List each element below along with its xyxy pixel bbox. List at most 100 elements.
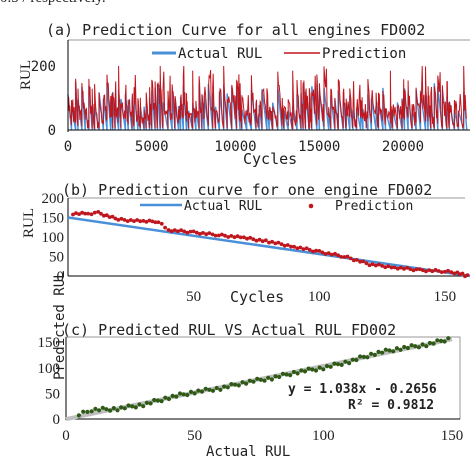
- panel-c-point: [269, 377, 274, 382]
- panel-c-point: [280, 371, 285, 376]
- panel-b-ylabel: RUL: [21, 208, 37, 238]
- panel-b-prediction-point: [204, 232, 209, 237]
- panel-c-point: [111, 406, 116, 411]
- panel-b-ytick-label: 200: [42, 191, 65, 207]
- panel-c-point: [218, 387, 223, 392]
- panel-c-point: [266, 375, 271, 380]
- panel-b-prediction-point: [370, 262, 375, 267]
- panel-b-series-actual-line: [67, 216, 471, 278]
- panel-b-prediction-point: [116, 218, 121, 222]
- panel-b-prediction-point: [414, 267, 419, 272]
- panel-b-prediction-point: [107, 215, 112, 220]
- panel-b-prediction-point: [80, 210, 84, 215]
- panel-b-prediction-point: [128, 218, 133, 222]
- panel-c: (c) Predicted RUL VS Actual RUL FD002 y …: [38, 270, 464, 458]
- panel-b-prediction-point: [395, 266, 400, 271]
- panel-c-ytick-label: 100: [38, 361, 61, 377]
- panel-c-point: [233, 382, 238, 387]
- panel-a-ylabel: RUL: [18, 60, 34, 90]
- panel-a-xtick-label: 5000: [135, 139, 169, 155]
- panel-b-prediction-point: [191, 229, 196, 234]
- panel-c-point: [199, 389, 205, 394]
- panel-c-point: [104, 407, 109, 412]
- panel-c-ytick-label: 150: [38, 335, 61, 351]
- panel-a-legend-box: [150, 42, 405, 64]
- panel-b-ytick-label: 0: [57, 269, 65, 285]
- panel-b-prediction-point: [449, 270, 454, 274]
- panel-c-point: [383, 347, 388, 352]
- panel-b-prediction-point: [176, 229, 180, 234]
- panel-c-point: [424, 344, 429, 349]
- panel-b-prediction-point: [141, 219, 146, 223]
- panel-b-prediction-point: [245, 236, 249, 241]
- panel-c-point: [258, 377, 263, 382]
- panel-b-prediction-point: [317, 249, 322, 253]
- panel-b-prediction-point: [289, 244, 293, 249]
- panel-b-prediction-point: [417, 267, 422, 272]
- panel-b-prediction-point: [89, 212, 94, 217]
- panel-c-point: [332, 361, 337, 366]
- panel-c-point: [100, 405, 105, 410]
- panel-c-point: [284, 372, 289, 377]
- panel-c-point: [405, 345, 410, 351]
- panel-b-prediction-point: [242, 235, 246, 240]
- panel-b-prediction-point: [201, 231, 205, 235]
- panel-b-prediction-point: [307, 248, 312, 252]
- panel-b-prediction-point: [232, 235, 237, 240]
- panel-b-prediction-point: [226, 235, 231, 239]
- panel-c-point: [141, 404, 146, 409]
- panel-c-point: [380, 350, 385, 355]
- panel-a-legend-actual-label: Actual RUL: [178, 46, 262, 62]
- panel-b-prediction-point: [74, 211, 78, 216]
- panel-c-xtick-label: 100: [312, 428, 335, 444]
- panel-c-xtick-label: 50: [187, 428, 202, 444]
- panel-b-prediction-point: [163, 225, 168, 230]
- panel-c-point: [438, 338, 444, 343]
- panel-c-point: [214, 385, 219, 391]
- panel-c-point: [321, 367, 326, 372]
- panel-c-point: [446, 336, 451, 341]
- panel-b-prediction-point: [282, 243, 287, 248]
- panel-a-xtick-label: 15000: [298, 139, 340, 155]
- panel-c-xtick-label: 0: [62, 428, 70, 444]
- panel-b-prediction-point: [99, 211, 103, 216]
- panel-b-legend-prediction-marker: [308, 203, 314, 209]
- panel-c-point: [170, 393, 175, 398]
- panel-c-point: [244, 381, 249, 386]
- panel-a-yticks: 0 200: [31, 59, 56, 139]
- panel-c-point: [155, 398, 160, 403]
- panel-b-legend-actual-label: Actual RUL: [184, 199, 262, 214]
- panel-b-prediction-point: [210, 232, 215, 237]
- panel-c-point: [372, 352, 377, 357]
- panel-c-xticks: 0 50 100 150: [62, 428, 463, 444]
- panel-c-point: [350, 357, 355, 362]
- panel-b-prediction-point: [301, 247, 306, 252]
- panel-b: (b) Prediction curve for one engine FD00…: [21, 181, 471, 306]
- panel-c-point: [144, 400, 149, 405]
- panel-b-prediction-point: [132, 219, 136, 224]
- panel-b-prediction-point: [439, 270, 444, 274]
- panel-b-prediction-point: [113, 216, 118, 221]
- panel-c-series: [65, 336, 453, 422]
- panel-c-point: [391, 349, 396, 354]
- panel-c-point: [166, 396, 171, 402]
- panel-b-prediction-point: [135, 218, 140, 222]
- panel-b-prediction-point: [339, 255, 344, 259]
- panel-c-point: [277, 374, 282, 380]
- panel-b-prediction-point: [110, 214, 115, 219]
- panel-c-point: [291, 369, 296, 375]
- panel-b-prediction-point: [304, 246, 309, 251]
- panel-b-prediction-point: [285, 243, 290, 247]
- panel-b-prediction-point: [402, 267, 406, 271]
- panel-c-point: [376, 349, 381, 354]
- panel-b-prediction-point: [364, 261, 369, 266]
- panel-c-point: [185, 392, 190, 398]
- panel-c-xtick-label: 150: [441, 428, 464, 444]
- panel-c-point: [163, 395, 168, 400]
- panel-b-prediction-point: [342, 255, 347, 259]
- panel-b-prediction-point: [83, 211, 87, 216]
- panel-c-point: [130, 404, 135, 409]
- panel-b-prediction-point: [433, 268, 438, 272]
- panel-c-point: [335, 362, 341, 367]
- panel-b-prediction-point: [213, 233, 218, 238]
